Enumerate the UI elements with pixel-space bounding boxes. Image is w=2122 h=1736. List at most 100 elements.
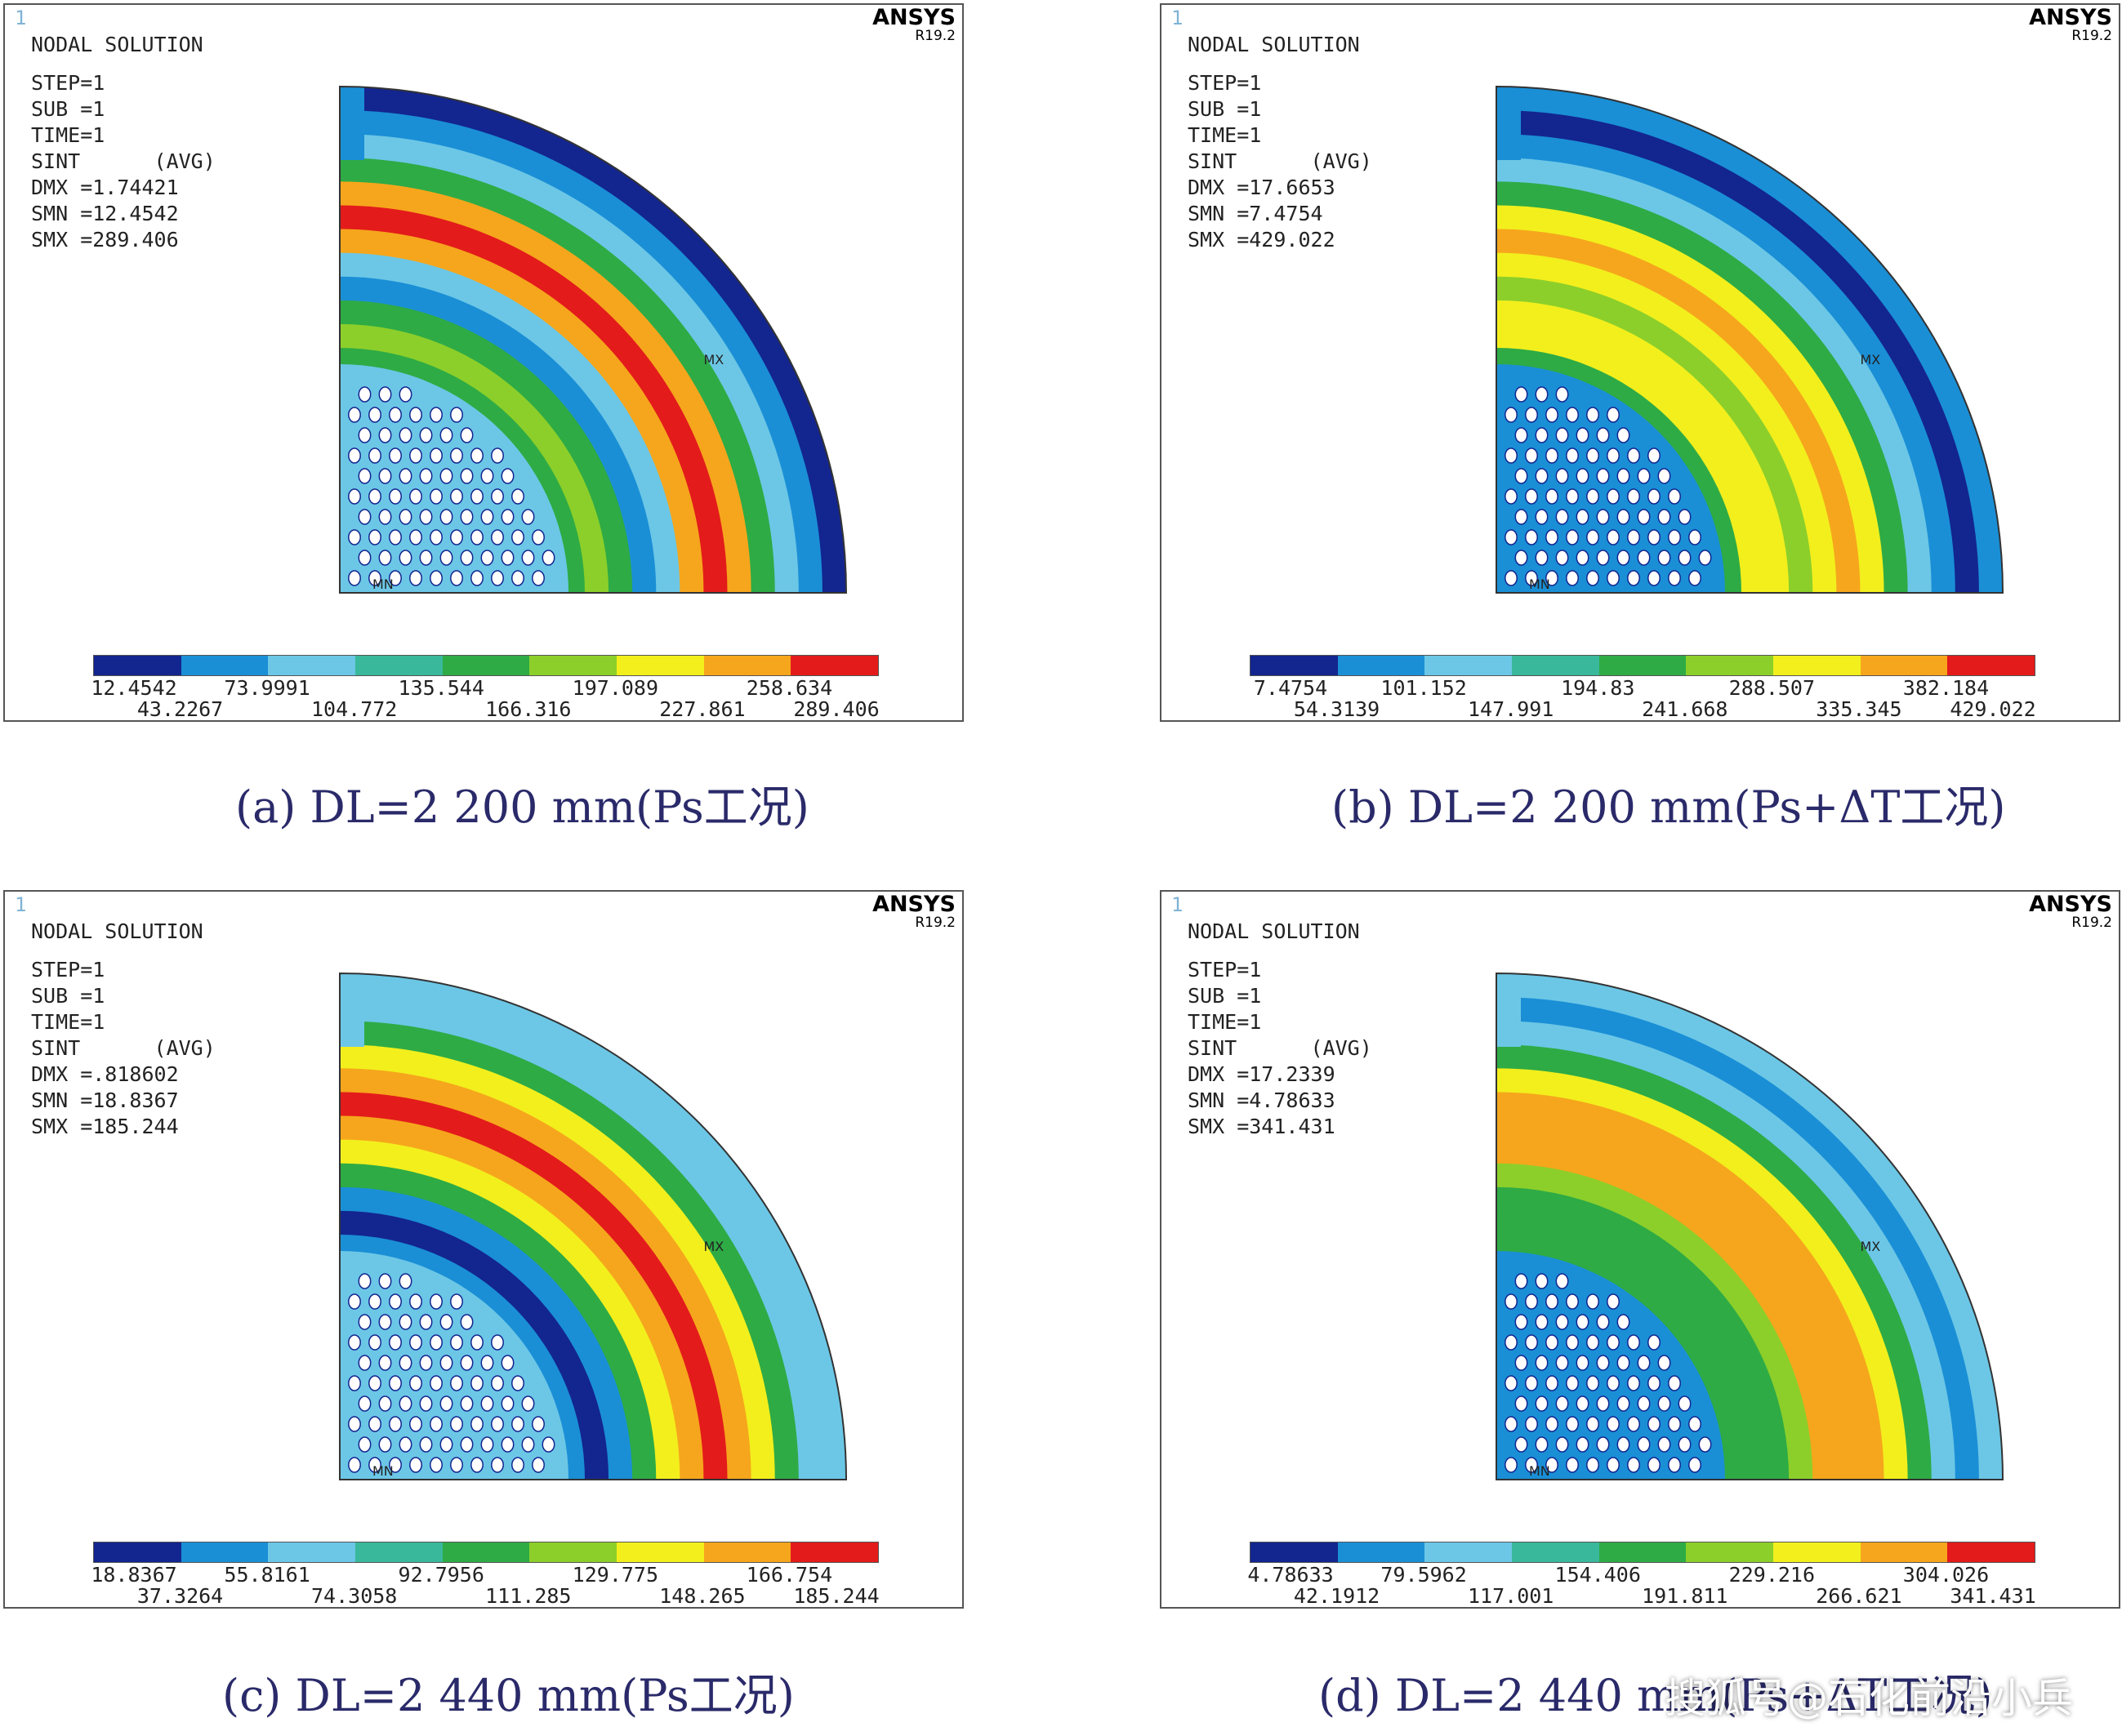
tube-hole — [460, 509, 474, 525]
tube-hole — [1647, 1457, 1661, 1473]
tube-hole — [501, 1355, 515, 1371]
legend-swatch — [617, 1542, 704, 1562]
tube-hole — [1657, 509, 1671, 525]
info-line: SMX =185.244 — [31, 1115, 179, 1138]
tube-hole — [1647, 529, 1661, 545]
tube-hole — [1596, 509, 1610, 525]
tube-hole — [460, 550, 474, 566]
tube-hole — [1535, 427, 1549, 443]
tube-hole — [1545, 407, 1558, 423]
tube-hole — [430, 1293, 443, 1310]
tube-hole — [470, 1457, 484, 1473]
tube-hole — [1688, 529, 1701, 545]
tube-hole — [1535, 1436, 1549, 1453]
tube-hole — [470, 447, 484, 464]
tube-hole — [511, 529, 524, 545]
info-line: SINT (AVG) — [31, 149, 216, 173]
legend-value-top: 166.754 — [746, 1563, 833, 1587]
legend-swatch — [791, 656, 879, 675]
tube-hole — [389, 447, 402, 464]
solution-info: STEP=1 SUB =1 TIME=1 SINT (AVG) DMX =.818602… — [31, 957, 216, 1140]
tube-hole — [348, 1375, 361, 1391]
tube-hole — [1637, 1355, 1651, 1371]
tube-hole — [511, 570, 524, 586]
tube-hole — [1514, 509, 1528, 525]
tube-hole — [378, 550, 392, 566]
info-line: SMN =4.78633 — [1188, 1088, 1335, 1112]
tube-hole — [1525, 1375, 1538, 1391]
tube-hole — [1647, 1416, 1661, 1432]
tube-hole — [368, 1375, 381, 1391]
info-line: SINT (AVG) — [31, 1036, 216, 1060]
model-outline — [339, 972, 848, 1480]
info-line: SUB =1 — [31, 984, 105, 1008]
tube-hole — [1596, 427, 1610, 443]
legend-value-bottom: 185.244 — [793, 1584, 880, 1608]
tube-hole — [1688, 1457, 1701, 1473]
legend-value-bottom: 111.285 — [485, 1584, 572, 1608]
tube-hole — [1616, 550, 1630, 566]
tube-hole — [430, 407, 443, 423]
tube-hole — [1505, 1375, 1518, 1391]
tube-hole — [460, 1395, 474, 1412]
ansys-logo-text: ANSYS R19.2 — [872, 893, 956, 930]
tube-hole — [439, 427, 453, 443]
brand-name: ANSYS — [872, 5, 956, 30]
tube-hole — [1586, 1334, 1599, 1351]
legend-swatch — [1686, 1542, 1774, 1562]
tube-hole — [419, 550, 433, 566]
tube-hole — [501, 1436, 515, 1453]
tube-hole — [532, 529, 545, 545]
legend-swatch — [703, 1542, 791, 1562]
tube-hole — [1596, 1314, 1610, 1330]
tube-hole — [460, 1314, 474, 1330]
tube-hole — [1607, 447, 1620, 464]
legend-value-top: 304.026 — [1902, 1563, 1990, 1587]
legend-value-bottom: 147.991 — [1467, 697, 1554, 721]
tube-hole — [470, 570, 484, 586]
tube-hole — [419, 468, 433, 484]
legend-swatch — [703, 656, 791, 675]
tube-hole — [1566, 447, 1579, 464]
info-line: DMX =.818602 — [31, 1062, 179, 1086]
tube-hole — [1525, 447, 1538, 464]
tube-hole — [409, 1416, 422, 1432]
max-marker: MX — [703, 1239, 724, 1254]
legend-swatch — [1598, 1542, 1687, 1562]
tube-hole — [1576, 468, 1589, 484]
tube-hole — [1657, 1436, 1671, 1453]
tube-hole — [358, 386, 372, 403]
solution-info: STEP=1 SUB =1 TIME=1 SINT (AVG) DMX =17.6653… — [1188, 70, 1372, 253]
tube-hole — [1545, 1293, 1558, 1310]
window-number: 1 — [15, 7, 27, 29]
tube-hole — [348, 1416, 361, 1432]
tube-hole — [1525, 529, 1538, 545]
tube-hole — [1688, 1416, 1701, 1432]
legend-value-top: 12.4542 — [91, 676, 177, 700]
tube-hole — [1505, 1334, 1518, 1351]
tube-hole — [1586, 1293, 1599, 1310]
legend-swatch — [1424, 1542, 1513, 1562]
tube-hole — [1616, 427, 1630, 443]
tube-hole — [1616, 1395, 1630, 1412]
tube-hole — [1607, 1457, 1620, 1473]
tube-hole — [1616, 1314, 1630, 1330]
legend-swatch — [617, 656, 704, 675]
tube-hole — [511, 488, 524, 505]
tube-hole — [1647, 1375, 1661, 1391]
tube-hole — [358, 1355, 372, 1371]
tube-hole — [1514, 1314, 1528, 1330]
info-line: SMX =289.406 — [31, 228, 179, 251]
tube-hole — [450, 1293, 463, 1310]
tube-hole — [511, 1457, 524, 1473]
legend-value-bottom: 74.3058 — [310, 1584, 398, 1608]
tube-hole — [450, 1375, 463, 1391]
tube-hole — [1616, 468, 1630, 484]
tube-hole — [348, 447, 361, 464]
tube-hole — [409, 447, 422, 464]
tube-hole — [348, 407, 361, 423]
tube-hole — [1586, 1375, 1599, 1391]
tube-hole — [1505, 1457, 1518, 1473]
tube-hole — [1576, 1355, 1589, 1371]
tube-hole — [399, 1314, 412, 1330]
